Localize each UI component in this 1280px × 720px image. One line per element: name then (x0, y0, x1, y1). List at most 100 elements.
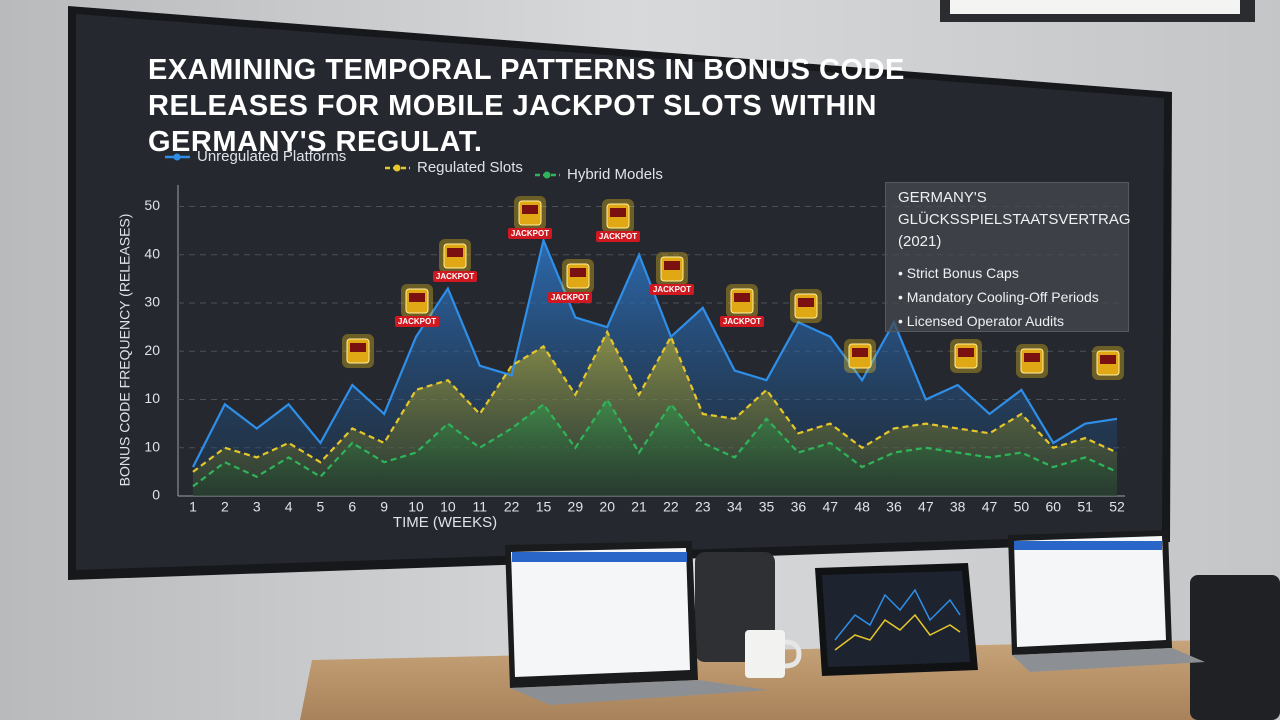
y-axis-label: BONUS CODE FREQUENCY (RELEASES) (117, 214, 133, 487)
jackpot-icon: JACKPOT (720, 284, 764, 327)
x-tick-label: 15 (536, 499, 552, 515)
x-tick-label: 36 (791, 499, 807, 515)
jackpot-label: JACKPOT (398, 317, 436, 326)
x-tick-label: 5 (317, 499, 325, 515)
x-tick-label: 10 (408, 499, 424, 515)
jackpot-label: JACKPOT (599, 232, 637, 241)
info-item: Licensed Operator Audits (898, 309, 1122, 333)
label-bg (720, 316, 764, 327)
label-bg (596, 231, 640, 242)
info-box: GERMANY'S GLÜCKSSPIELSTAATSVERTRAG (2021… (885, 182, 1131, 333)
jackpot-label: JACKPOT (653, 285, 691, 294)
x-tick-label: 60 (1045, 499, 1061, 515)
y-tick-label: 30 (144, 294, 160, 310)
icon-reels (610, 208, 626, 217)
icon-reels (522, 205, 538, 214)
jackpot-icon: JACKPOT (508, 196, 552, 239)
chair-right (1190, 575, 1280, 720)
y-tick-label: 20 (144, 342, 160, 358)
jackpot-icon: JACKPOT (650, 252, 694, 295)
jackpot-icon: JACKPOT (548, 292, 592, 303)
x-axis-label: TIME (WEEKS) (393, 514, 497, 531)
y-tick-label: 10 (144, 390, 160, 406)
x-tick-label: 52 (1109, 499, 1125, 515)
x-tick-label: 35 (759, 499, 775, 515)
jackpot-icon: JACKPOT (433, 239, 477, 282)
icon-reels (664, 261, 680, 270)
x-tick-label: 10 (440, 499, 456, 515)
legend-marker (393, 164, 401, 172)
icon-reels (409, 293, 425, 302)
x-tick-label: 4 (285, 499, 293, 515)
icon-reels (1024, 353, 1040, 362)
tablet (815, 563, 978, 676)
label-bg (508, 228, 552, 239)
x-tick-label: 23 (695, 499, 711, 515)
series-line (192, 329, 1118, 473)
label-bg (548, 292, 592, 303)
legend-marker (173, 153, 181, 161)
mug (745, 630, 802, 678)
y-tick-label: 50 (144, 197, 160, 213)
info-list: Strict Bonus Caps Mandatory Cooling-Off … (892, 261, 1122, 333)
icon-reels (734, 293, 750, 302)
x-tick-label: 38 (950, 499, 966, 515)
icon-reels (798, 298, 814, 307)
jackpot-icon (1016, 344, 1048, 378)
jackpot-icon (1092, 346, 1124, 380)
legend-label: Hybrid Models (567, 166, 663, 183)
jackpot-icon (790, 289, 822, 323)
light-panel (950, 0, 1240, 14)
x-tick-label: 50 (1014, 499, 1030, 515)
area (193, 399, 1117, 496)
jackpot-label: JACKPOT (723, 317, 761, 326)
icon-reels (570, 268, 586, 277)
label-bg (395, 316, 439, 327)
jackpot-icon (844, 339, 876, 373)
info-title: GERMANY'S GLÜCKSSPIELSTAATSVERTRAG (2021… (898, 189, 1131, 250)
x-tick-label: 22 (504, 499, 520, 515)
x-tick-label: 29 (568, 499, 584, 515)
laptop-left (505, 541, 768, 705)
chart-title: EXAMINING TEMPORAL PATTERNS IN BONUS COD… (148, 54, 905, 158)
jackpot-icon: JACKPOT (395, 284, 439, 327)
series-line (192, 236, 1118, 468)
jackpot-icon (562, 259, 594, 293)
x-tick-label: 22 (663, 499, 679, 515)
jackpot-icon (950, 339, 982, 373)
y-tick-label: 0 (152, 487, 160, 503)
icon-reels (1100, 355, 1116, 364)
x-tick-label: 36 (886, 499, 902, 515)
x-tick-label: 47 (822, 499, 838, 515)
label-bg (433, 271, 477, 282)
icon-reels (350, 343, 366, 352)
y-tick-label: 10 (144, 438, 160, 454)
jackpot-icon (342, 334, 374, 368)
x-tick-label: 9 (380, 499, 388, 515)
x-tick-label: 47 (918, 499, 934, 515)
jackpot-label: JACKPOT (551, 293, 589, 302)
laptop-right (1008, 530, 1205, 672)
icon-reels (852, 348, 868, 357)
x-tick-label: 47 (982, 499, 998, 515)
info-item: Mandatory Cooling-Off Periods (898, 285, 1122, 309)
icon-reels (447, 248, 463, 257)
label-bg (650, 284, 694, 295)
x-tick-label: 48 (854, 499, 870, 515)
jackpot-label: JACKPOT (436, 272, 474, 281)
info-item: Strict Bonus Caps (898, 261, 1122, 285)
legend-label: Regulated Slots (417, 159, 523, 176)
x-tick-label: 1 (189, 499, 197, 515)
x-tick-label: 20 (599, 499, 615, 515)
x-tick-label: 34 (727, 499, 743, 515)
jackpot-icon: JACKPOT (596, 199, 640, 242)
x-tick-label: 3 (253, 499, 261, 515)
x-tick-label: 51 (1077, 499, 1093, 515)
legend-label: Unregulated Platforms (197, 148, 346, 165)
x-tick-label: 11 (472, 499, 487, 515)
x-tick-label: 6 (348, 499, 356, 515)
x-tick-label: 2 (221, 499, 229, 515)
icon-reels (958, 348, 974, 357)
jackpot-label: JACKPOT (511, 229, 549, 238)
